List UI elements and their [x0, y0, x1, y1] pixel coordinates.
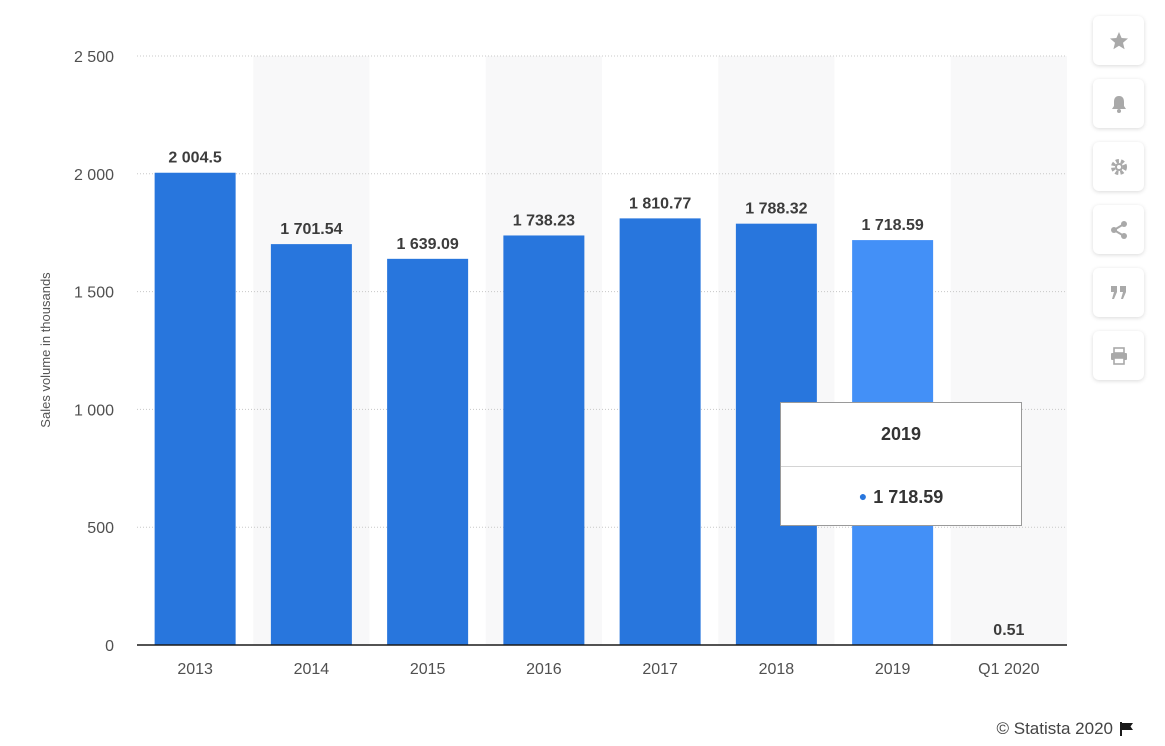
bar [619, 218, 701, 646]
x-axis-ticks: 2013 2014 2015 2016 2017 2018 2019 Q1 2020 [177, 661, 1039, 678]
data-label: 1 701.54 [280, 221, 342, 238]
data-label: 1 718.59 [861, 217, 923, 234]
side-toolbar [1093, 16, 1144, 394]
flag-icon [1120, 722, 1133, 736]
x-tick-label: Q1 2020 [978, 661, 1039, 678]
tooltip: 2019 ● 1 718.59 [780, 402, 1022, 526]
gear-icon [1110, 158, 1127, 175]
x-tick-label: 2016 [526, 661, 562, 678]
notification-button[interactable] [1093, 79, 1144, 128]
data-label: 0.51 [993, 622, 1024, 639]
x-tick-label: 2018 [759, 661, 795, 678]
data-labels: 2 004.5 1 701.54 1 639.09 1 738.23 1 810.77 1… [168, 150, 1024, 639]
bar [387, 258, 469, 645]
tooltip-title: 2019 [781, 403, 1021, 467]
share-button[interactable] [1093, 205, 1144, 254]
y-tick-label: 2 000 [74, 167, 114, 184]
column-band [950, 56, 1067, 645]
quote-icon [1110, 285, 1126, 299]
data-label: 1 810.77 [629, 195, 691, 212]
x-tick-label: 2019 [875, 661, 911, 678]
bar [154, 172, 236, 645]
y-axis-title: Sales volume in thousands [38, 272, 53, 428]
share-icon [1110, 220, 1127, 239]
x-tick-label: 2014 [294, 661, 330, 678]
print-icon [1110, 346, 1127, 365]
tooltip-body: ● 1 718.59 [781, 467, 1021, 527]
settings-button[interactable] [1093, 142, 1144, 191]
credit-text: © Statista 2020 [996, 719, 1114, 738]
bell-icon [1111, 95, 1126, 113]
x-tick-label: 2017 [642, 661, 678, 678]
cite-button[interactable] [1093, 268, 1144, 317]
y-tick-label: 500 [87, 520, 114, 537]
star-icon [1109, 31, 1128, 49]
data-label: 1 639.09 [396, 236, 458, 253]
print-button[interactable] [1093, 331, 1144, 380]
y-tick-label: 1 500 [74, 285, 114, 302]
data-label: 1 738.23 [513, 212, 575, 229]
data-label: 1 788.32 [745, 201, 807, 218]
series-dot-icon: ● [858, 488, 868, 504]
bars [154, 172, 1050, 646]
y-tick-label: 0 [105, 638, 114, 655]
favorite-button[interactable] [1093, 16, 1144, 65]
tooltip-value: 1 718.59 [873, 487, 944, 507]
y-tick-label: 1 000 [74, 402, 114, 419]
y-tick-label: 2 500 [74, 49, 114, 66]
x-tick-label: 2013 [177, 661, 213, 678]
data-label: 2 004.5 [168, 150, 221, 167]
bar [270, 244, 352, 645]
x-tick-label: 2015 [410, 661, 446, 678]
y-axis-ticks: 0 500 1 000 1 500 2 000 2 500 [74, 49, 114, 655]
bar-chart: 0 500 1 000 1 500 2 000 2 500 2 004.5 1 701.54… [38, 49, 1067, 678]
copyright-credit[interactable]: © Statista 2020 [997, 719, 1136, 739]
bar [503, 235, 585, 645]
